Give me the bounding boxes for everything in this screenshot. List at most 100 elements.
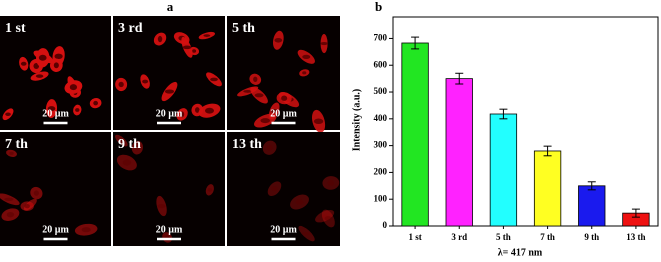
- x-tick-label: 7 th: [540, 232, 555, 242]
- nucleus: [33, 190, 39, 196]
- nucleus: [313, 118, 324, 125]
- nucleus: [35, 74, 44, 78]
- x-axis-label: λ= 417 nm: [498, 247, 543, 258]
- cell: [116, 154, 137, 171]
- nucleus: [118, 81, 124, 88]
- image-label: 3 rd: [118, 21, 143, 36]
- nucleus: [54, 53, 63, 59]
- cell: [321, 209, 335, 228]
- nucleus: [182, 45, 192, 50]
- image-label: 13 th: [232, 137, 262, 152]
- y-tick-label: 0: [383, 220, 388, 230]
- y-tick-label: 100: [374, 193, 388, 203]
- nucleus: [302, 71, 307, 75]
- nucleus: [4, 197, 14, 201]
- cell: [298, 225, 315, 242]
- micrograph-grid: 1 st 20 µm 3 rd 20 µm 5 th 20 µm 7 th 20 µm 9 th…: [0, 16, 340, 246]
- cell: [115, 134, 128, 147]
- bar: [489, 113, 518, 227]
- image-label: 7 th: [5, 137, 28, 152]
- scale-bar-label: 20 µm: [156, 224, 183, 235]
- scale-bar-label: 20 µm: [156, 108, 183, 119]
- cell: [322, 176, 340, 190]
- y-tick-label: 200: [374, 166, 388, 176]
- x-tick-label: 9 th: [584, 232, 599, 242]
- y-tick-label: 500: [374, 86, 388, 96]
- nucleus: [270, 108, 278, 113]
- nucleus: [134, 145, 141, 151]
- x-tick-label: 5 th: [496, 232, 511, 242]
- x-tick-label: 1 st: [408, 232, 421, 242]
- nucleus: [243, 89, 253, 93]
- nucleus: [69, 84, 78, 91]
- nucleus: [207, 188, 213, 192]
- y-axis-label: Intensity (a.u.): [351, 89, 362, 152]
- cell: [267, 181, 282, 197]
- cell: [315, 209, 335, 223]
- nucleus: [93, 100, 98, 106]
- panel-label: b: [375, 0, 382, 14]
- nucleus: [81, 227, 91, 233]
- micrograph-bg: [227, 16, 340, 130]
- bar: [445, 78, 473, 227]
- bar: [401, 42, 429, 227]
- cell: [131, 140, 144, 155]
- bar: [533, 150, 562, 227]
- scale-bar-label: 20 µm: [270, 108, 297, 119]
- nucleus: [192, 49, 197, 53]
- panel-label: a: [167, 0, 174, 14]
- micrograph: 13 th 20 µm: [227, 132, 340, 246]
- nucleus: [53, 62, 59, 69]
- nucleus: [142, 79, 149, 84]
- scale-bar-label: 20 µm: [42, 108, 69, 119]
- nucleus: [6, 212, 15, 218]
- nucleus: [122, 159, 132, 166]
- nucleus: [266, 144, 273, 151]
- scale-bar-label: 20 µm: [42, 224, 69, 235]
- image-label: 1 st: [5, 21, 26, 36]
- nucleus: [260, 118, 271, 124]
- x-tick-label: 13 th: [626, 232, 645, 242]
- micrograph-bg: [113, 132, 225, 246]
- nucleus: [253, 76, 258, 83]
- scale-bar-label: 20 µm: [270, 224, 297, 235]
- nucleus: [254, 93, 264, 98]
- cell: [156, 195, 167, 217]
- y-tick-label: 700: [374, 32, 388, 42]
- nucleus: [324, 216, 333, 221]
- x-tick-label: 3 rd: [451, 232, 467, 242]
- nucleus: [180, 111, 185, 118]
- bar: [578, 185, 606, 227]
- nucleus: [157, 35, 163, 43]
- nucleus: [75, 108, 80, 112]
- micrograph: 1 st 20 µm: [0, 16, 111, 130]
- nucleus: [164, 89, 175, 94]
- nucleus: [118, 139, 125, 143]
- nucleus: [327, 179, 335, 187]
- nucleus: [9, 151, 14, 155]
- nucleus: [20, 61, 27, 66]
- nucleus: [5, 112, 11, 116]
- nucleus: [157, 203, 166, 209]
- image-label: 5 th: [232, 21, 255, 36]
- image-label: 9 th: [118, 137, 141, 152]
- cell: [262, 140, 277, 155]
- nucleus: [210, 77, 218, 82]
- nucleus: [33, 62, 40, 70]
- nucleus: [271, 186, 278, 192]
- nucleus: [38, 54, 47, 61]
- cell: [290, 194, 309, 210]
- nucleus: [320, 41, 328, 46]
- y-tick-label: 400: [374, 113, 388, 123]
- cell: [205, 184, 214, 196]
- y-tick-label: 300: [374, 140, 388, 150]
- micrograph: 3 rd 20 µm: [113, 16, 225, 130]
- micrograph-bg: [227, 132, 340, 246]
- nucleus: [194, 107, 200, 113]
- nucleus: [205, 107, 214, 114]
- plot-frame: [392, 16, 659, 227]
- nucleus: [320, 214, 329, 219]
- nucleus: [203, 34, 211, 37]
- y-tick-label: 600: [374, 59, 388, 69]
